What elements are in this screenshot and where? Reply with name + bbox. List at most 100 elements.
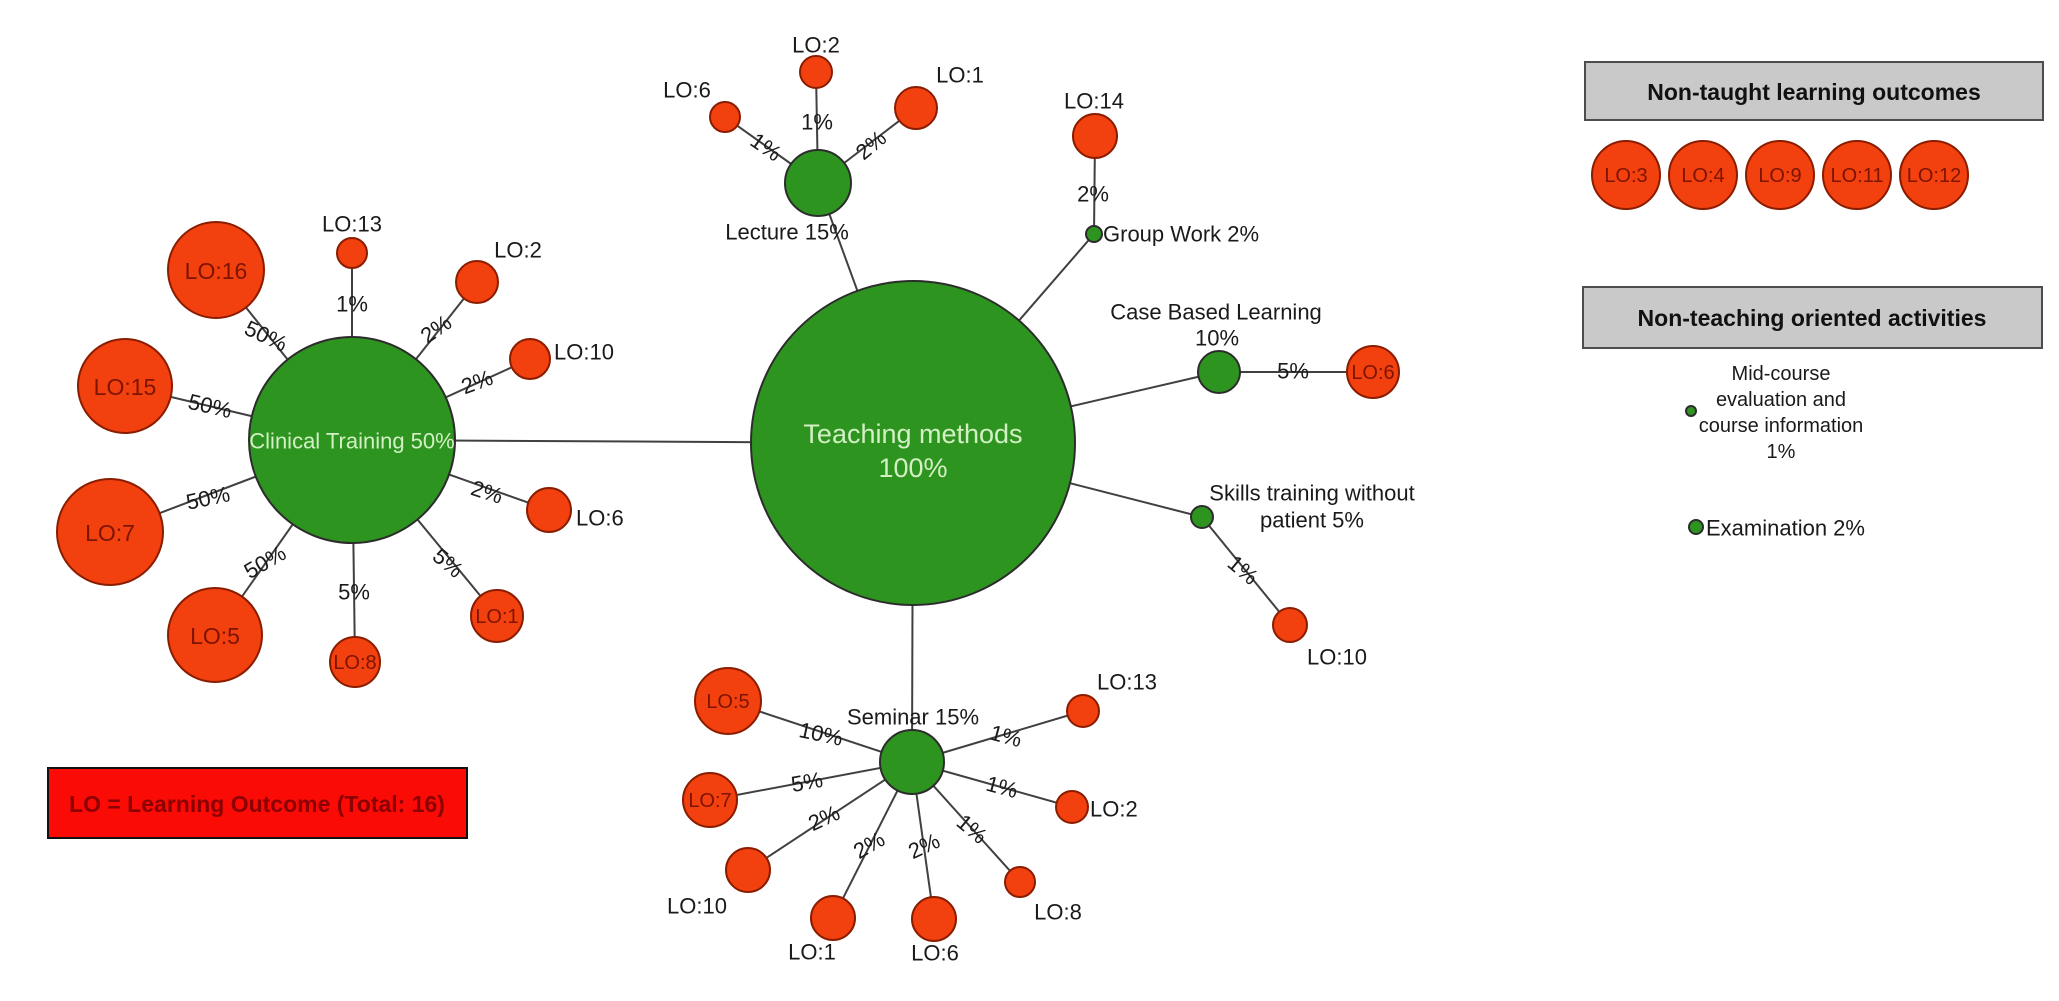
skills-training-node xyxy=(1190,505,1214,529)
cbl-label-line1: Case Based Learning xyxy=(1110,300,1322,325)
legend: LO = Learning Outcome (Total: 16) xyxy=(47,767,468,839)
group-work-node xyxy=(1085,225,1103,243)
midcourse-line1: Mid-course xyxy=(1732,363,1831,385)
seminar-lo10-weight: 2% xyxy=(804,800,843,836)
clinical-lo8-node xyxy=(329,636,381,688)
nontaught-lo4-label: LO:4 xyxy=(1681,165,1724,187)
seminar-node xyxy=(879,729,945,795)
clinical-lo6-node xyxy=(526,487,572,533)
examination-label: Examination 2% xyxy=(1706,516,1865,541)
cbl-label-line2: 10% xyxy=(1195,326,1239,351)
seminar-lo8-weight: 1% xyxy=(952,809,992,849)
method-nodes xyxy=(248,149,1241,795)
clinical-lo2-node xyxy=(455,260,499,304)
lecture-node xyxy=(784,149,852,217)
groupwork-lo14-node xyxy=(1072,113,1118,159)
midcourse-line4: 1% xyxy=(1767,441,1796,463)
seminar-lo5-weight: 10% xyxy=(797,717,845,751)
skills-label-line2: patient 5% xyxy=(1260,508,1364,533)
clinical-lo5-weight: 50% xyxy=(240,540,291,584)
nontaught-lo11-node xyxy=(1822,140,1892,210)
clinical-lo7-weight: 50% xyxy=(184,481,232,515)
clinical-lo8-weight: 5% xyxy=(338,580,370,605)
seminar-lo10-label: LO:10 xyxy=(667,894,727,919)
clinical-lo8-label: LO:8 xyxy=(333,652,376,674)
group-work-label: Group Work 2% xyxy=(1103,222,1259,247)
legend-red-box xyxy=(47,767,468,839)
clinical-lo1-label: LO:1 xyxy=(475,606,518,628)
clinical-lo7-node xyxy=(56,478,164,586)
clinical-lo13-label: LO:13 xyxy=(322,212,382,237)
clinical-lo6-weight: 2% xyxy=(468,475,506,509)
seminar-lo1-label: LO:1 xyxy=(788,940,836,965)
clinical-lo5-node xyxy=(167,587,263,683)
clinical-lo6-label: LO:6 xyxy=(576,506,624,531)
midcourse-dot xyxy=(1685,405,1697,417)
outcome-nodes xyxy=(56,55,1969,942)
lecture-lo2-label: LO:2 xyxy=(792,33,840,58)
seminar-lo5-node xyxy=(694,667,762,735)
seminar-label: Seminar 15% xyxy=(847,705,979,730)
lecture-lo2-weight: 1% xyxy=(801,110,833,135)
seminar-lo6-weight: 2% xyxy=(904,828,943,864)
clinical-lo16-node xyxy=(167,221,265,319)
non-teaching-header-title: Non-teaching oriented activities xyxy=(1638,305,1987,331)
nontaught-lo3-node xyxy=(1591,140,1661,210)
edge-skills-lo10 xyxy=(1201,516,1291,626)
lecture-lo1-label: LO:1 xyxy=(936,63,984,88)
lecture-lo1-node xyxy=(894,86,938,130)
clinical-lo16-weight: 50% xyxy=(241,315,291,356)
nontaught-lo3-label: LO:3 xyxy=(1604,165,1647,187)
seminar-lo13-label: LO:13 xyxy=(1097,670,1157,695)
nontaught-lo9-label: LO:9 xyxy=(1758,165,1801,187)
skills-label-line1: Skills training without xyxy=(1209,481,1414,506)
cbl-lo6-node xyxy=(1346,345,1400,399)
clinical-lo13-node xyxy=(336,237,368,269)
edge-seminar-lo7 xyxy=(709,761,913,801)
nontaught-lo12-label: LO:12 xyxy=(1907,165,1961,187)
teaching-methods-percent: 100% xyxy=(878,453,947,483)
clinical-lo13-weight: 1% xyxy=(336,292,368,317)
midcourse-line2: evaluation and xyxy=(1716,389,1846,411)
examination-dot xyxy=(1688,519,1704,535)
lecture-lo6-weight: 1% xyxy=(746,128,786,167)
clinical-lo15-label: LO:15 xyxy=(94,374,157,400)
clinical-lo5-label: LO:5 xyxy=(190,623,240,649)
nontaught-lo9-node xyxy=(1745,140,1815,210)
seminar-lo7-weight: 5% xyxy=(789,767,825,797)
nontaught-lo12-node xyxy=(1899,140,1969,210)
nontaught-lo11-label: LO:11 xyxy=(1831,165,1884,187)
seminar-lo8-node xyxy=(1004,866,1036,898)
cbl-lo6-label: LO:6 xyxy=(1351,362,1394,384)
clinical-lo10-weight: 2% xyxy=(458,365,496,399)
lecture-lo6-label: LO:6 xyxy=(663,78,711,103)
seminar-lo10-node xyxy=(725,847,771,893)
clinical-lo1-weight: 5% xyxy=(428,543,468,583)
non-teaching-header-box xyxy=(1582,286,2043,349)
groupwork-lo14-label: LO:14 xyxy=(1064,89,1124,114)
lecture-label: Lecture 15% xyxy=(725,220,849,245)
case-based-learning-node xyxy=(1197,350,1241,394)
seminar-lo2-node xyxy=(1055,790,1089,824)
clinical-lo10-node xyxy=(509,338,551,380)
midcourse-line3: course information xyxy=(1699,415,1864,437)
seminar-lo5-label: LO:5 xyxy=(706,691,749,713)
non-taught-header-title: Non-taught learning outcomes xyxy=(1647,79,1981,105)
seminar-lo13-node xyxy=(1066,694,1100,728)
groupwork-lo14-weight: 2% xyxy=(1077,182,1109,207)
non-taught-panel: Non-taught learning outcomes LO:3 LO:4 L… xyxy=(1584,61,2044,187)
clinical-training-node xyxy=(248,336,456,544)
lecture-lo2-node xyxy=(799,55,833,89)
skills-lo10-node xyxy=(1272,607,1308,643)
teaching-methods-label: Teaching methods xyxy=(803,419,1022,449)
lecture-lo6-node xyxy=(709,101,741,133)
clinical-lo2-label: LO:2 xyxy=(494,238,542,263)
clinical-lo10-label: LO:10 xyxy=(554,340,614,365)
non-teaching-panel: Non-teaching oriented activities Mid-cou… xyxy=(1582,286,2043,541)
seminar-lo8-label: LO:8 xyxy=(1034,900,1082,925)
clinical-lo16-label: LO:16 xyxy=(185,258,248,284)
clinical-lo15-weight: 50% xyxy=(186,389,235,423)
seminar-lo1-node xyxy=(810,895,856,941)
skills-lo10-label: LO:10 xyxy=(1307,645,1367,670)
nontaught-lo4-node xyxy=(1668,140,1738,210)
